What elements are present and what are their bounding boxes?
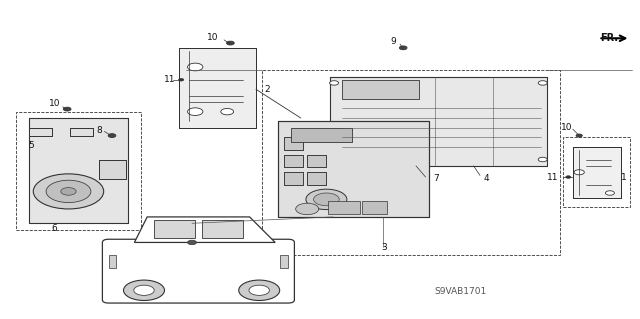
Text: 10: 10	[49, 99, 60, 108]
Bar	[29, 118, 128, 223]
Bar	[29, 128, 52, 136]
Circle shape	[538, 157, 547, 162]
Bar	[278, 121, 429, 217]
Text: 6: 6	[52, 224, 57, 233]
Circle shape	[383, 149, 398, 157]
Bar	[29, 118, 128, 223]
Bar	[284, 172, 303, 185]
Circle shape	[574, 170, 584, 175]
Bar	[70, 128, 93, 136]
Bar	[573, 147, 621, 198]
Bar	[202, 220, 243, 238]
Text: 8: 8	[97, 126, 102, 135]
Circle shape	[134, 285, 154, 295]
Circle shape	[188, 63, 203, 71]
Text: S9VAB1701: S9VAB1701	[435, 287, 487, 296]
Text: 9: 9	[391, 37, 396, 46]
Bar	[330, 77, 547, 166]
Text: 1: 1	[621, 173, 627, 182]
Bar	[154, 220, 195, 238]
Text: 4: 4	[484, 174, 489, 183]
Bar	[70, 128, 93, 136]
Bar	[284, 137, 303, 150]
Circle shape	[538, 81, 547, 85]
Circle shape	[350, 147, 373, 159]
Text: 11: 11	[547, 173, 558, 182]
Bar	[307, 172, 326, 185]
Bar	[328, 201, 360, 214]
Text: 3: 3	[382, 243, 387, 252]
Bar	[109, 255, 116, 268]
Text: 2: 2	[265, 85, 270, 94]
Circle shape	[124, 280, 164, 300]
Bar	[262, 70, 560, 255]
Bar	[284, 137, 303, 150]
Bar	[179, 48, 256, 128]
Bar	[307, 155, 326, 167]
Circle shape	[306, 189, 347, 210]
Bar	[179, 48, 256, 128]
Text: 10: 10	[207, 33, 219, 42]
Circle shape	[566, 176, 571, 178]
Text: 5: 5	[28, 141, 33, 150]
Bar	[284, 172, 303, 185]
Circle shape	[249, 285, 269, 295]
Bar	[16, 112, 141, 230]
Text: 10: 10	[561, 123, 572, 132]
Circle shape	[188, 240, 196, 245]
Bar	[307, 155, 326, 167]
Circle shape	[188, 108, 203, 115]
Circle shape	[61, 188, 76, 195]
Bar	[278, 121, 429, 217]
Circle shape	[296, 203, 319, 215]
Bar	[563, 137, 630, 207]
Bar	[284, 155, 303, 167]
Bar	[362, 201, 387, 214]
Circle shape	[576, 134, 582, 137]
Bar	[573, 147, 621, 198]
Bar	[280, 255, 288, 268]
Bar	[307, 172, 326, 185]
Circle shape	[330, 157, 339, 162]
Circle shape	[314, 193, 339, 206]
Circle shape	[239, 280, 280, 300]
Bar	[29, 128, 52, 136]
Circle shape	[605, 191, 614, 195]
Text: FR.: FR.	[600, 33, 618, 43]
Text: 11: 11	[164, 75, 175, 84]
Circle shape	[221, 108, 234, 115]
Circle shape	[399, 46, 407, 50]
Bar	[342, 80, 419, 99]
Circle shape	[46, 180, 91, 203]
Circle shape	[33, 174, 104, 209]
Text: 7: 7	[434, 174, 439, 183]
Circle shape	[108, 134, 116, 137]
Bar	[99, 160, 126, 179]
Bar	[99, 160, 126, 179]
FancyBboxPatch shape	[102, 239, 294, 303]
Bar	[284, 155, 303, 167]
Circle shape	[330, 81, 339, 85]
Polygon shape	[134, 217, 275, 242]
Bar	[330, 77, 547, 166]
Bar	[291, 128, 352, 142]
Circle shape	[63, 107, 71, 111]
Circle shape	[227, 41, 234, 45]
Circle shape	[179, 78, 184, 81]
